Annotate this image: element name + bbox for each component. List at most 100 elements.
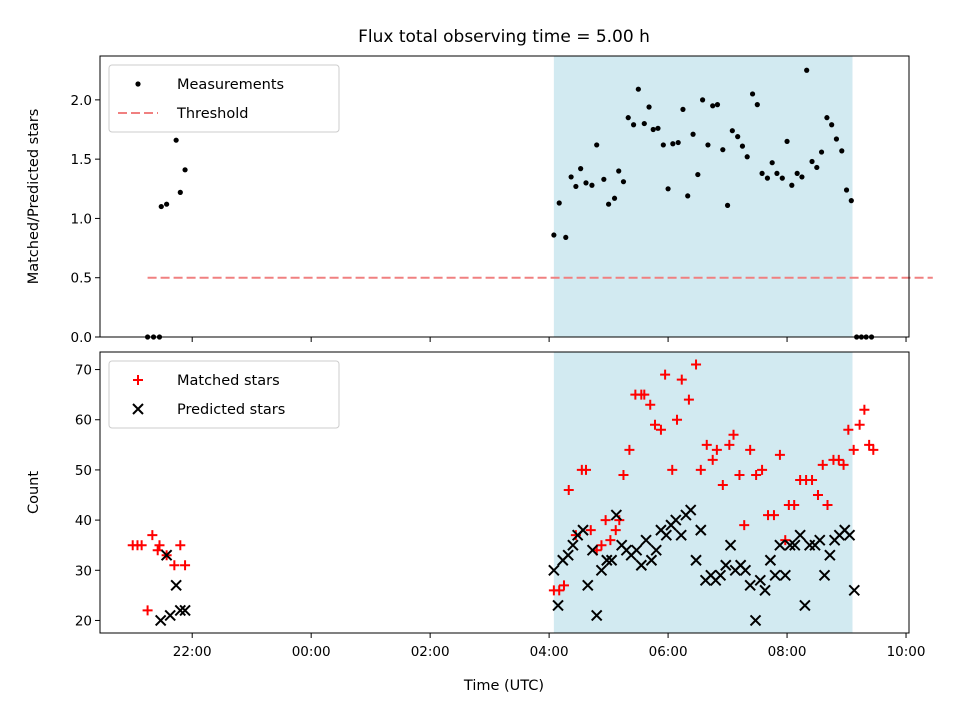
y-tick-label: 60 xyxy=(75,413,92,429)
predicted-stars-point xyxy=(577,524,589,536)
matched-stars-point xyxy=(843,424,854,435)
measurements-point xyxy=(705,142,711,148)
x-tick-label: 00:00 xyxy=(292,644,331,660)
matched-stars-point xyxy=(728,429,739,440)
matched-stars-point xyxy=(152,545,163,556)
measurements-point xyxy=(833,136,840,142)
predicted-stars-point xyxy=(586,544,599,556)
measurements-point xyxy=(818,149,825,155)
measurements-point xyxy=(601,176,607,182)
legend-entry-label: Matched stars xyxy=(177,373,280,389)
count-legend: Matched stars Predicted stars xyxy=(108,360,340,429)
matched-stars-point xyxy=(649,419,660,430)
matched-stars-point xyxy=(711,444,722,455)
matched-stars-point xyxy=(136,540,147,551)
ratio-legend: Measurements Threshold xyxy=(108,64,340,133)
x-axis-label: Time (UTC) xyxy=(463,678,544,694)
measurements-point xyxy=(685,193,691,199)
x-tick-label: 06:00 xyxy=(649,644,688,660)
predicted-stars-point xyxy=(179,604,191,617)
predicted-stars-point xyxy=(562,549,574,561)
matched-stars-point xyxy=(142,605,153,616)
measurements-point xyxy=(774,170,780,176)
predicted-stars-point xyxy=(784,539,796,551)
measurements-point xyxy=(724,202,731,208)
observing-window-shading xyxy=(553,56,853,337)
measurements-point xyxy=(729,128,735,134)
measurements-point xyxy=(739,143,746,149)
measurements-point xyxy=(650,126,656,133)
predicted-stars-point xyxy=(714,569,727,582)
measurements-point xyxy=(779,175,785,181)
y-tick-label: 50 xyxy=(75,463,92,479)
measurements-point xyxy=(804,67,810,73)
matched-stars-point xyxy=(660,369,671,380)
predicted-stars-point xyxy=(610,509,623,521)
predicted-stars-point xyxy=(174,604,187,617)
predicted-stars-point xyxy=(675,529,687,541)
measurements-point xyxy=(670,141,676,147)
measurements-point xyxy=(660,142,666,148)
predicted-stars-point xyxy=(160,549,173,561)
measurements-point xyxy=(573,183,579,190)
y-tick-label: 40 xyxy=(75,513,92,529)
matched-stars-point xyxy=(854,419,865,430)
legend-entry-label: Measurements xyxy=(177,77,284,93)
y-tick-label: 1.5 xyxy=(71,152,92,168)
measurements-point xyxy=(690,131,696,137)
measurements-point xyxy=(824,115,830,121)
measurements-point xyxy=(794,170,800,176)
matched-stars-point xyxy=(175,540,186,551)
matched-stars-point xyxy=(180,560,191,571)
predicted-stars-point xyxy=(645,554,658,566)
measurements-point xyxy=(665,186,671,192)
matched-stars-point xyxy=(691,359,702,370)
legend-entry-label: Predicted stars xyxy=(177,402,285,418)
measurements-point xyxy=(605,201,612,207)
predicted-stars-point xyxy=(170,579,182,592)
measurements-point xyxy=(710,103,716,109)
measurements-point xyxy=(578,166,584,172)
matched-stars-point xyxy=(558,580,569,591)
measurements-point xyxy=(583,180,589,186)
predicted-stars-point xyxy=(744,579,756,592)
measurements-point xyxy=(563,234,569,241)
measurements-point xyxy=(744,154,750,160)
measurements-point xyxy=(839,148,845,154)
measurements-point xyxy=(173,137,179,143)
predicted-stars-point xyxy=(695,524,707,536)
measurements-point xyxy=(799,174,805,180)
measurements-point xyxy=(675,139,681,146)
measurements-point xyxy=(764,175,771,181)
measurements-point xyxy=(630,122,637,128)
predicted-stars-point xyxy=(720,559,732,571)
measurements-point xyxy=(655,125,661,131)
measurements-point xyxy=(611,195,618,201)
predicted-stars-point xyxy=(818,569,831,582)
matched-stars-point xyxy=(605,535,616,546)
matched-stars-point xyxy=(554,585,565,596)
predicted-stars-point xyxy=(670,514,682,526)
ratio-axes-frame xyxy=(99,55,910,338)
measurements-point xyxy=(625,115,631,121)
measurements-point xyxy=(759,170,765,176)
matched-stars-point xyxy=(848,444,859,455)
ratio-y-ticks: 0.0 0.5 1.0 1.5 2.0 xyxy=(71,93,100,346)
predicted-stars-point xyxy=(595,564,608,576)
y-tick-label: 70 xyxy=(75,363,92,379)
ratio-x-ticks xyxy=(191,337,907,342)
legend-marker-swatch xyxy=(133,375,143,385)
predicted-stars-point xyxy=(690,554,702,566)
measurements-point xyxy=(635,86,641,92)
matched-stars-point xyxy=(768,510,779,521)
legend-box xyxy=(108,360,340,429)
y-tick-label: 2.0 xyxy=(71,93,92,109)
measurements-point xyxy=(646,104,652,110)
matched-stars-point xyxy=(610,525,621,536)
matched-stars-point xyxy=(734,469,745,480)
predicted-stars-point xyxy=(724,539,737,551)
matched-stars-point xyxy=(812,490,823,501)
measurements-point xyxy=(182,167,188,173)
predicted-stars-point xyxy=(769,569,781,582)
matched-stars-point xyxy=(563,484,574,495)
